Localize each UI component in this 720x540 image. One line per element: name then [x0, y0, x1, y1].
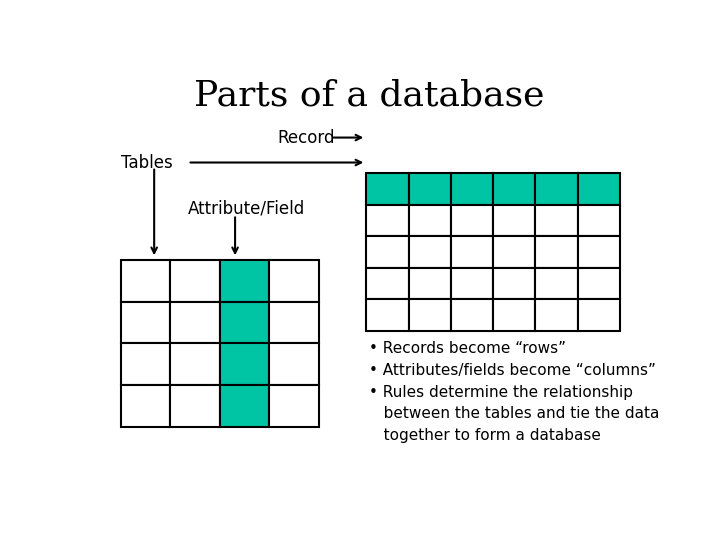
Bar	[536, 173, 577, 205]
Bar	[493, 173, 536, 205]
Bar	[536, 268, 577, 299]
Text: Parts of a database: Parts of a database	[194, 79, 544, 113]
Bar	[493, 205, 536, 236]
Bar	[408, 299, 451, 331]
Bar	[366, 268, 408, 299]
Bar	[269, 385, 319, 427]
Text: together to form a database: together to form a database	[369, 428, 601, 443]
Bar	[220, 260, 269, 302]
Text: Record: Record	[277, 129, 334, 146]
Bar	[121, 260, 170, 302]
Bar	[577, 236, 620, 268]
Bar	[536, 236, 577, 268]
Bar	[408, 268, 451, 299]
Text: Tables: Tables	[121, 153, 173, 172]
Bar	[220, 343, 269, 385]
Bar	[366, 205, 408, 236]
Bar	[451, 299, 493, 331]
Bar	[408, 205, 451, 236]
Bar	[536, 205, 577, 236]
Bar	[536, 299, 577, 331]
Bar	[408, 173, 451, 205]
Bar	[121, 385, 170, 427]
Bar	[451, 236, 493, 268]
Text: • Attributes/fields become “columns”: • Attributes/fields become “columns”	[369, 363, 656, 378]
Bar	[493, 268, 536, 299]
Bar	[269, 302, 319, 343]
Text: Attribute/Field: Attribute/Field	[188, 199, 305, 217]
Text: • Records become “rows”: • Records become “rows”	[369, 341, 566, 356]
Bar	[170, 343, 220, 385]
Bar	[366, 299, 408, 331]
Text: • Rules determine the relationship: • Rules determine the relationship	[369, 384, 633, 400]
Bar	[493, 299, 536, 331]
Bar	[577, 205, 620, 236]
Bar	[366, 173, 408, 205]
Bar	[121, 302, 170, 343]
Bar	[577, 299, 620, 331]
Bar	[170, 260, 220, 302]
Bar	[451, 173, 493, 205]
Text: between the tables and tie the data: between the tables and tie the data	[369, 406, 660, 421]
Bar	[170, 385, 220, 427]
Bar	[269, 260, 319, 302]
Bar	[408, 236, 451, 268]
Bar	[170, 302, 220, 343]
Bar	[269, 343, 319, 385]
Bar	[121, 343, 170, 385]
Bar	[220, 385, 269, 427]
Bar	[493, 236, 536, 268]
Bar	[451, 205, 493, 236]
Bar	[451, 268, 493, 299]
Bar	[577, 268, 620, 299]
Bar	[220, 302, 269, 343]
Bar	[577, 173, 620, 205]
Bar	[366, 236, 408, 268]
